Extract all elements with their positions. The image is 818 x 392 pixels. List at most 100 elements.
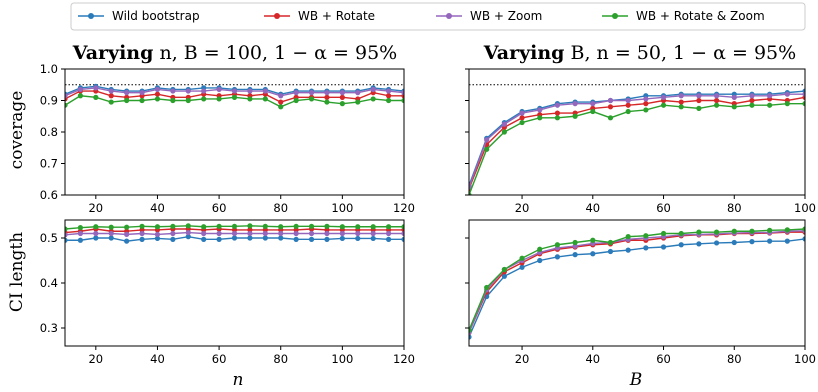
data-point xyxy=(749,239,755,245)
data-point xyxy=(308,230,315,237)
data-point xyxy=(247,223,253,229)
series xyxy=(469,236,805,340)
data-point xyxy=(625,102,631,108)
series xyxy=(65,230,404,238)
series xyxy=(469,101,805,195)
data-point xyxy=(370,224,376,230)
data-point xyxy=(572,252,578,258)
data-point xyxy=(65,93,68,99)
data-point xyxy=(93,235,99,241)
data-point xyxy=(802,236,805,242)
data-point xyxy=(749,228,755,234)
x-tick-label: 20 xyxy=(515,352,530,366)
data-point xyxy=(607,248,614,255)
data-point xyxy=(185,88,191,94)
data-point xyxy=(154,96,161,102)
data-point xyxy=(401,230,404,237)
data-point xyxy=(731,228,737,234)
x-tick-label: 20 xyxy=(88,201,103,215)
data-point xyxy=(108,93,114,99)
series-line xyxy=(469,96,805,189)
data-point xyxy=(678,99,684,105)
data-point xyxy=(385,88,392,94)
data-point xyxy=(231,227,238,233)
data-point xyxy=(519,110,525,116)
x-tick-label: 60 xyxy=(212,352,227,366)
data-point xyxy=(660,244,667,250)
data-point xyxy=(216,86,222,93)
data-point xyxy=(139,97,145,104)
data-point xyxy=(572,243,578,249)
data-point xyxy=(216,96,222,102)
data-point xyxy=(519,255,525,261)
data-point xyxy=(607,239,614,246)
data-point xyxy=(262,223,268,229)
data-point xyxy=(678,242,684,248)
data-point xyxy=(731,104,737,110)
x-tick-label: 60 xyxy=(656,352,671,366)
data-point xyxy=(77,237,84,243)
data-point xyxy=(501,121,507,127)
data-point xyxy=(802,226,805,232)
series-line xyxy=(469,231,805,333)
data-point xyxy=(308,90,315,96)
data-point xyxy=(247,88,253,94)
data-point xyxy=(124,97,130,104)
data-point xyxy=(139,230,145,237)
data-point xyxy=(385,230,392,237)
n-xlabel: n xyxy=(233,370,244,390)
data-point xyxy=(170,97,176,104)
data-point xyxy=(696,105,702,111)
series-line xyxy=(469,238,805,338)
x-tick-label: 80 xyxy=(273,201,288,215)
x-tick-label: 60 xyxy=(656,201,671,215)
panel-coverage-vs-B: 20 40 60 80 100 xyxy=(465,68,816,215)
data-point xyxy=(124,238,130,244)
data-point xyxy=(784,238,790,244)
data-point xyxy=(484,284,490,291)
data-point xyxy=(749,97,755,104)
data-point xyxy=(124,90,130,96)
data-point xyxy=(696,93,702,99)
data-point xyxy=(139,90,145,96)
data-point xyxy=(519,264,525,270)
data-point xyxy=(501,266,507,273)
data-point xyxy=(154,231,161,237)
x-tick-label: 80 xyxy=(273,352,288,366)
data-point xyxy=(154,86,161,93)
data-point xyxy=(77,225,84,231)
x-tick-label: 100 xyxy=(794,201,816,215)
data-point xyxy=(731,239,737,246)
data-point xyxy=(401,90,404,96)
series xyxy=(65,234,404,244)
data-point xyxy=(278,93,284,99)
panel-coverage-vs-n: 20 40 60 80 100 120 0.6 0.7 0.8 0.9 1.0 xyxy=(40,62,415,215)
data-point xyxy=(231,223,238,229)
data-point xyxy=(65,102,68,108)
data-point xyxy=(247,227,253,233)
data-point xyxy=(308,236,315,242)
data-point xyxy=(293,227,299,233)
data-point xyxy=(537,246,543,252)
series-line xyxy=(469,93,805,188)
data-point xyxy=(262,235,268,241)
data-point xyxy=(93,230,99,237)
data-point xyxy=(713,229,720,235)
data-point xyxy=(185,230,191,236)
data-point xyxy=(124,231,130,237)
series xyxy=(469,228,805,336)
data-point xyxy=(339,224,345,230)
data-point xyxy=(713,97,720,104)
data-point xyxy=(278,235,284,241)
x-tick-label: 100 xyxy=(331,352,353,366)
series-line xyxy=(469,102,805,195)
data-point xyxy=(678,230,684,237)
x-tick-label: 40 xyxy=(585,201,600,215)
data-point xyxy=(519,119,525,126)
data-point xyxy=(590,237,596,243)
data-point xyxy=(324,236,330,242)
data-point xyxy=(170,230,176,237)
data-point xyxy=(590,108,596,115)
data-point xyxy=(170,88,176,94)
data-point xyxy=(339,90,345,96)
